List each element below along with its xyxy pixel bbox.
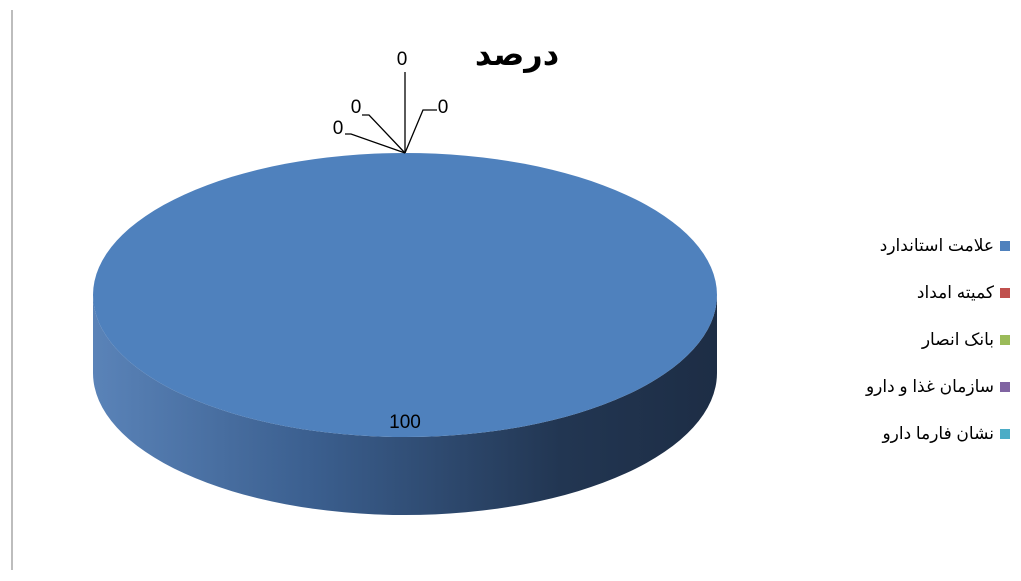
legend-label: کمیته امداد: [916, 282, 994, 302]
legend-swatch: [1000, 428, 1010, 439]
pie-side-band: [93, 295, 717, 515]
data-label-1: 0: [397, 49, 408, 70]
chart-legend: علامت استاندارد کمیته امداد بانک انصار سازم…: [800, 222, 1010, 457]
legend-swatch: [1000, 240, 1010, 251]
legend-swatch: [1000, 381, 1010, 392]
legend-item: نشان فارما دارو: [800, 410, 1010, 457]
legend-label: بانک انصار: [921, 329, 994, 349]
data-label-3: 0: [351, 97, 362, 118]
chart-frame-border: [11, 10, 13, 570]
legend-item: سازمان غذا و دارو: [800, 363, 1010, 410]
legend-swatch: [1000, 334, 1010, 345]
leader-lines: [345, 72, 437, 154]
chart-title: درصد: [475, 36, 559, 73]
legend-swatch: [1000, 287, 1010, 298]
leader-line-3: [362, 114, 406, 154]
pie-slice-0: [93, 153, 717, 437]
legend-label: نشان فارما دارو: [882, 423, 994, 443]
pie-3d-side: [93, 295, 717, 515]
leader-line-4: [345, 133, 406, 154]
data-label-2: 0: [438, 97, 449, 118]
legend-item: علامت استاندارد: [800, 222, 1010, 269]
data-label-0: 100: [389, 412, 421, 433]
leader-line-2: [404, 109, 437, 154]
legend-label: سازمان غذا و دارو: [865, 376, 994, 396]
legend-item: بانک انصار: [800, 316, 1010, 363]
pie-slices: [93, 153, 717, 437]
legend-label: علامت استاندارد: [879, 235, 994, 255]
data-label-4: 0: [333, 118, 344, 139]
legend-item: کمیته امداد: [800, 269, 1010, 316]
